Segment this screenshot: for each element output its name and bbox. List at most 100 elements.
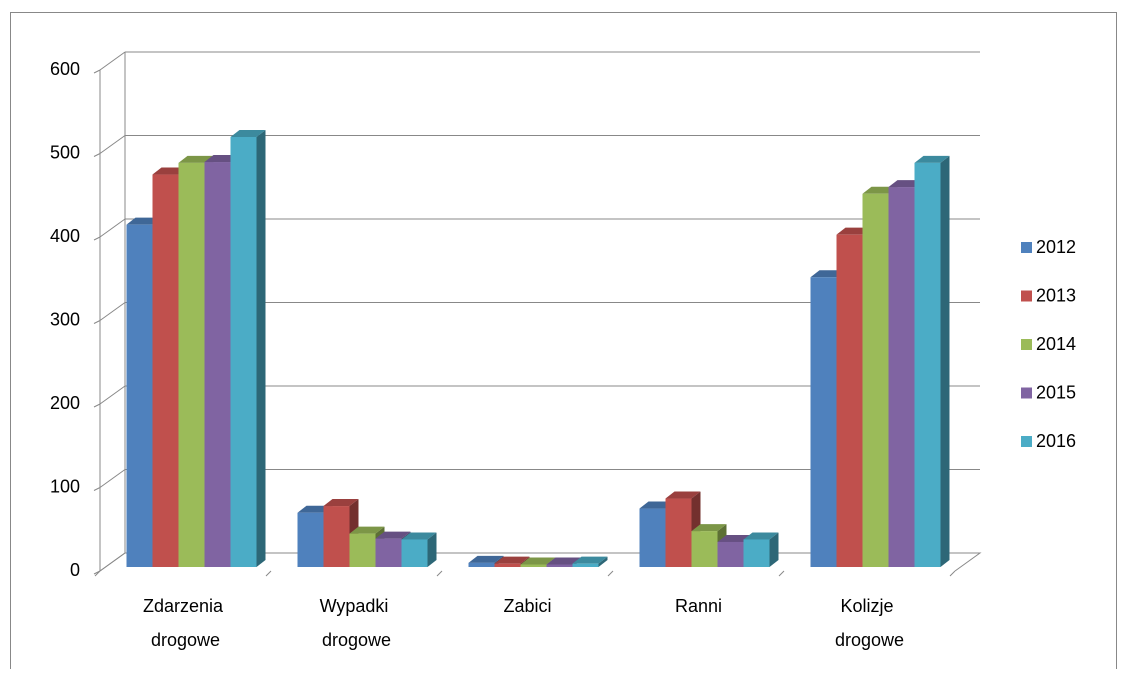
bar	[230, 129, 266, 567]
legend-swatch	[1021, 387, 1032, 399]
bar-front	[914, 162, 941, 568]
y-tick-label: 0	[70, 560, 80, 580]
grid-line-side	[99, 302, 126, 321]
bar-top	[572, 556, 608, 564]
x-tick-label: Wypadki drogowe	[320, 596, 394, 650]
bar-top	[178, 155, 214, 163]
grid-line-side	[99, 135, 126, 154]
y-tick	[93, 153, 101, 157]
bar-side	[940, 155, 950, 568]
bar-front	[468, 562, 495, 567]
bar-top	[494, 556, 530, 564]
bar-top	[546, 557, 582, 565]
x-tick-label-line: Wypadki	[320, 596, 394, 616]
x-tick	[778, 570, 785, 577]
bar-front	[323, 506, 350, 567]
bar-side	[427, 532, 437, 567]
x-tick	[607, 570, 614, 577]
bar-top	[743, 532, 779, 540]
bar-top	[323, 499, 359, 507]
bar-side	[256, 129, 266, 567]
bar-front	[810, 277, 837, 567]
grid-line-side	[99, 218, 126, 238]
bar-front	[520, 564, 547, 567]
x-tick-label-line: Zabici	[503, 596, 551, 616]
bar-front	[717, 541, 744, 567]
bar-front	[546, 564, 573, 567]
bar-front	[152, 174, 179, 568]
bar-front	[230, 136, 257, 567]
bar-front	[862, 193, 889, 567]
legend-label: 2013	[1036, 285, 1076, 305]
legend-swatch	[1021, 242, 1032, 253]
y-tick	[93, 236, 101, 241]
bar-top	[914, 155, 950, 163]
x-tick-label: Zdarzenia drogowe	[143, 596, 228, 650]
y-tick-label: 200	[50, 393, 80, 413]
legend-label: 2012	[1036, 237, 1076, 257]
bar-top	[230, 129, 266, 137]
bar-front	[639, 508, 666, 567]
y-tick	[93, 320, 101, 324]
bar-top	[375, 531, 411, 539]
x-tick-label-line: drogowe	[322, 630, 391, 650]
grid-line-side	[99, 552, 126, 572]
bar-top	[468, 555, 504, 563]
y-tick	[93, 403, 101, 408]
y-tick	[93, 487, 101, 491]
x-tick-label-line: Kolizje	[840, 596, 898, 616]
legend-swatch	[1021, 290, 1032, 302]
bar-front	[691, 531, 718, 567]
bar	[914, 155, 950, 568]
bar-front	[297, 512, 324, 567]
legend-label: 2015	[1036, 382, 1076, 402]
bar-front	[665, 498, 692, 567]
x-tick	[949, 570, 956, 577]
bar-top	[401, 532, 437, 540]
bar-top	[665, 491, 701, 499]
legend-label: 2014	[1036, 334, 1076, 354]
bar-top	[520, 557, 556, 565]
bar-front	[401, 539, 428, 567]
legend-swatch	[1021, 436, 1032, 447]
x-tick-label-line: drogowe	[835, 630, 904, 650]
bar-front	[572, 563, 599, 567]
bar	[743, 532, 779, 567]
y-tick-label: 100	[50, 476, 80, 496]
x-tick-label: Kolizje drogowe	[835, 596, 904, 650]
bar-front	[494, 563, 521, 567]
bar-front	[836, 234, 863, 568]
x-tick-label: Ranni	[675, 596, 722, 616]
bar	[572, 556, 608, 567]
bar-top	[349, 526, 385, 534]
bar-front	[375, 538, 402, 567]
legend-label: 2016	[1036, 431, 1076, 451]
bar-side	[598, 556, 608, 567]
y-tick-label: 400	[50, 226, 80, 246]
y-tick	[93, 69, 101, 74]
x-tick	[436, 570, 443, 577]
bar-front	[349, 533, 376, 567]
x-tick	[265, 570, 272, 577]
x-tick	[94, 570, 101, 577]
bar-front	[743, 539, 770, 567]
grid-line-side	[99, 385, 126, 405]
grid-line-side	[99, 51, 126, 71]
x-tick-label: Zabici	[503, 596, 551, 616]
y-tick-label: 300	[50, 309, 80, 329]
bar-front	[126, 224, 153, 567]
grid-line-side	[99, 469, 126, 488]
y-tick-label: 500	[50, 142, 80, 162]
bar	[401, 532, 437, 567]
bar-front	[178, 162, 205, 568]
bar-front	[204, 162, 231, 567]
legend-swatch	[1021, 339, 1032, 350]
bar-front	[888, 187, 915, 567]
bar-side	[769, 532, 779, 567]
bar-top	[691, 524, 727, 532]
x-tick-label-line: Zdarzenia	[143, 596, 228, 616]
x-tick-label-line: drogowe	[151, 630, 220, 650]
x-tick-label-line: Ranni	[675, 596, 722, 616]
y-tick-label: 600	[50, 59, 80, 79]
